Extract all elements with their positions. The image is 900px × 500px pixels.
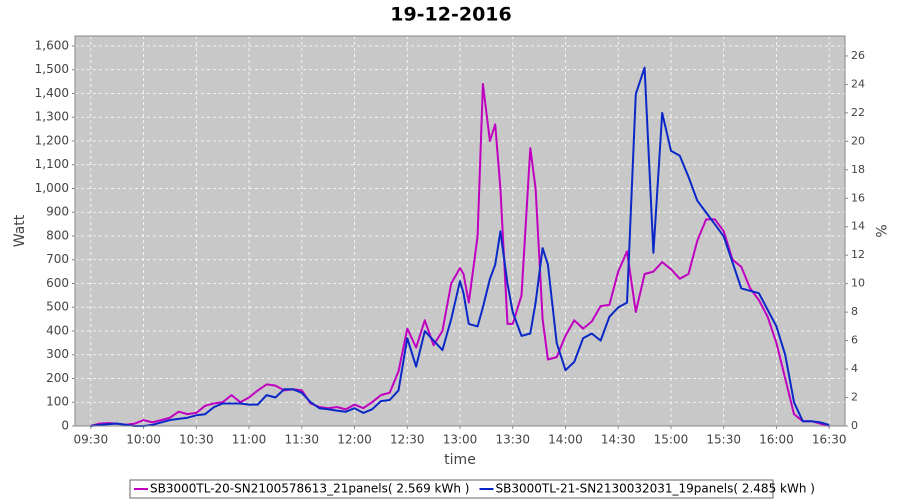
x-axis-title: time [444, 452, 476, 468]
y2-tick-label: 4 [851, 362, 858, 375]
y-tick-label: 1,200 [35, 133, 69, 147]
x-tick-label: 10:30 [179, 433, 214, 447]
legend-label: SB3000TL-20-SN2100578613_21panels( 2.569… [150, 482, 469, 496]
x-tick-label: 16:30 [812, 433, 847, 447]
y-tick-label: 200 [46, 371, 69, 385]
y-tick-label: 700 [46, 252, 69, 266]
y2-tick-label: 2 [851, 391, 858, 404]
series-line [90, 66, 830, 427]
x-tick-label: 12:00 [337, 433, 372, 447]
chart-title: 19-12-2016 [390, 4, 512, 26]
y2-tick-label: 12 [851, 248, 865, 261]
x-tick-label: 14:00 [548, 433, 583, 447]
y-tick-label: 300 [46, 347, 69, 361]
x-tick-label: 15:00 [654, 433, 689, 447]
y-tick-label: 400 [46, 323, 69, 337]
y2-tick-label: 18 [851, 163, 865, 176]
y2-tick-label: 8 [851, 305, 858, 318]
y-tick-label: 1,300 [35, 110, 69, 124]
legend-label: SB3000TL-21-SN2130032031_19panels( 2.485… [495, 482, 814, 496]
y-tick-label: 1,100 [35, 157, 69, 171]
x-tick-label: 11:00 [232, 433, 267, 447]
x-tick-label: 10:00 [126, 433, 161, 447]
y2-tick-label: 24 [851, 77, 865, 90]
y-tick-label: 1,400 [35, 86, 69, 100]
y-tick-label: 900 [46, 205, 69, 219]
x-tick-label: 15:30 [706, 433, 741, 447]
y-axis-title: Watt [12, 214, 28, 247]
y2-tick-label: 26 [851, 49, 865, 62]
y-tick-label: 600 [46, 276, 69, 290]
legend [129, 479, 774, 499]
y-tick-label: 1,000 [35, 181, 69, 195]
series-line [90, 83, 830, 427]
y2-tick-label: 10 [851, 277, 865, 290]
y2-tick-label: 14 [851, 220, 865, 233]
y2-tick-label: 0 [851, 419, 858, 432]
plot-border [74, 35, 846, 427]
y2-tick-label: 22 [851, 106, 865, 119]
y2-tick-label: 6 [851, 334, 858, 347]
x-tick-label: 13:00 [443, 433, 478, 447]
x-tick-label: 12:30 [390, 433, 425, 447]
x-tick-label: 16:00 [759, 433, 794, 447]
x-tick-label: 13:30 [495, 433, 530, 447]
y-tick-label: 1,600 [35, 38, 69, 52]
y-tick-label: 800 [46, 228, 69, 242]
x-tick-label: 14:30 [601, 433, 636, 447]
y-tick-label: 1,500 [35, 62, 69, 76]
y-tick-label: 500 [46, 300, 69, 314]
x-tick-label: 09:30 [74, 433, 109, 447]
y-tick-label: 100 [46, 395, 69, 409]
y-tick-label: 0 [61, 419, 69, 433]
y2-axis-title: % [872, 224, 888, 237]
x-tick-label: 11:30 [284, 433, 319, 447]
y2-tick-label: 20 [851, 134, 865, 147]
y2-tick-label: 16 [851, 191, 865, 204]
